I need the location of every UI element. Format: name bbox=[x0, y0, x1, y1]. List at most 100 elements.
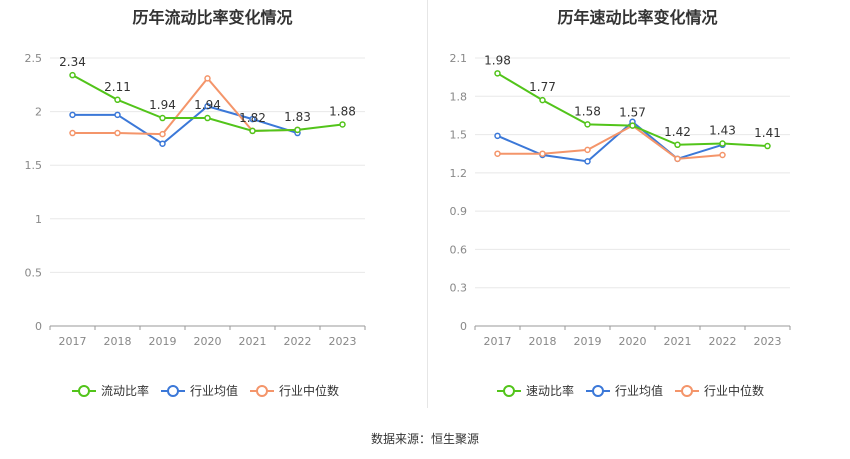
legend-marker bbox=[681, 385, 693, 397]
data-label: 1.42 bbox=[664, 125, 691, 139]
data-point bbox=[114, 111, 121, 119]
x-tick-label: 2020 bbox=[619, 335, 647, 348]
x-tick-label: 2018 bbox=[529, 335, 557, 348]
y-tick-label: 2.5 bbox=[25, 52, 43, 65]
legend-item[interactable]: 行业均值 bbox=[161, 383, 238, 398]
data-point bbox=[159, 114, 166, 122]
data-label: 1.77 bbox=[529, 80, 556, 94]
legend-item[interactable]: 速动比率 bbox=[497, 383, 574, 398]
data-label: 1.82 bbox=[239, 111, 266, 125]
legend-label: 行业中位数 bbox=[704, 383, 764, 398]
data-label: 1.83 bbox=[284, 110, 311, 124]
data-point bbox=[629, 122, 636, 129]
data-point bbox=[674, 141, 681, 149]
legend-label: 流动比率 bbox=[101, 383, 149, 398]
x-tick-label: 2017 bbox=[59, 335, 87, 348]
data-point bbox=[69, 129, 76, 137]
data-point bbox=[204, 102, 211, 110]
data-point bbox=[494, 70, 501, 77]
x-tick-label: 2018 bbox=[104, 335, 132, 348]
y-tick-label: 0.6 bbox=[450, 243, 468, 256]
legend-marker bbox=[78, 385, 90, 397]
data-point bbox=[494, 132, 501, 140]
x-tick-label: 2022 bbox=[709, 335, 737, 348]
data-label: 1.98 bbox=[484, 53, 511, 67]
series-line bbox=[497, 120, 723, 163]
x-tick-label: 2021 bbox=[664, 335, 692, 348]
data-label: 1.88 bbox=[329, 104, 356, 118]
data-point bbox=[584, 158, 591, 165]
y-tick-label: 1 bbox=[35, 213, 42, 226]
chart-title: 历年流动比率变化情况 bbox=[132, 8, 293, 27]
data-point bbox=[539, 96, 546, 104]
legend-marker bbox=[167, 385, 179, 397]
data-point bbox=[339, 121, 346, 128]
series-line bbox=[72, 105, 298, 145]
legend-label: 行业均值 bbox=[615, 383, 663, 398]
y-tick-label: 1.5 bbox=[450, 129, 468, 142]
data-point bbox=[204, 114, 211, 122]
x-tick-label: 2023 bbox=[329, 335, 357, 348]
data-label: 1.43 bbox=[709, 124, 736, 138]
y-tick-label: 2 bbox=[35, 106, 42, 119]
y-tick-label: 1.5 bbox=[25, 159, 43, 172]
data-point bbox=[294, 126, 301, 134]
data-label: 1.94 bbox=[149, 98, 176, 112]
data-label: 1.58 bbox=[574, 104, 601, 118]
quick-ratio-chart-panel: 历年速动比率变化情况 0 0.3 0.6 0.9 1.2 1.5 1.8 2.1 2017 201… bbox=[425, 0, 850, 410]
data-point bbox=[69, 71, 76, 79]
panel-divider bbox=[427, 0, 428, 408]
y-tick-label: 0 bbox=[35, 320, 42, 333]
data-point bbox=[204, 75, 211, 82]
legend-item[interactable]: 流动比率 bbox=[72, 383, 149, 398]
x-tick-label: 2019 bbox=[149, 335, 177, 348]
chart-title: 历年速动比率变化情况 bbox=[557, 8, 718, 27]
y-tick-label: 1.2 bbox=[450, 167, 468, 180]
data-point bbox=[249, 127, 256, 135]
data-point bbox=[719, 140, 726, 147]
data-point bbox=[159, 140, 166, 148]
data-point bbox=[494, 150, 501, 157]
y-tick-label: 0.3 bbox=[450, 282, 468, 295]
data-point bbox=[674, 155, 681, 163]
legend-item[interactable]: 行业中位数 bbox=[675, 383, 764, 398]
data-source-note: 数据来源：恒生聚源 bbox=[370, 432, 479, 446]
data-point bbox=[764, 142, 771, 150]
x-tick-label: 2020 bbox=[194, 335, 222, 348]
current-ratio-chart: 0 0.5 1 1.5 2 2.5 2017 2018 2019 2020 2021 2022 2023… bbox=[25, 52, 366, 398]
data-point bbox=[539, 150, 546, 157]
x-tick-label: 2021 bbox=[239, 335, 267, 348]
x-tick-label: 2023 bbox=[754, 335, 782, 348]
data-label: 2.11 bbox=[104, 80, 131, 94]
data-label: 2.34 bbox=[59, 55, 86, 69]
y-tick-label: 0.9 bbox=[450, 205, 468, 218]
y-tick-label: 0.5 bbox=[25, 266, 43, 279]
y-tick-label: 0 bbox=[460, 320, 467, 333]
data-point bbox=[584, 146, 591, 154]
y-tick-label: 2.1 bbox=[450, 52, 468, 65]
legend-item[interactable]: 行业均值 bbox=[586, 383, 663, 398]
data-point bbox=[69, 111, 76, 119]
current-ratio-chart-panel: 历年流动比率变化情况 0 0.5 1 1.5 2 2.5 2017 2018 2019 2020 2… bbox=[0, 0, 425, 410]
data-label: 1.41 bbox=[754, 126, 781, 140]
legend-marker bbox=[592, 385, 604, 397]
legend-marker bbox=[256, 385, 268, 397]
quick-ratio-chart: 0 0.3 0.6 0.9 1.2 1.5 1.8 2.1 2017 2018 2019 2020 20… bbox=[450, 52, 791, 398]
data-label: 1.94 bbox=[194, 98, 221, 112]
x-tick-label: 2017 bbox=[484, 335, 512, 348]
legend-label: 速动比率 bbox=[526, 383, 574, 398]
data-point bbox=[249, 115, 256, 123]
legend-label: 行业均值 bbox=[190, 383, 238, 398]
y-tick-label: 1.8 bbox=[450, 90, 468, 103]
x-tick-label: 2019 bbox=[574, 335, 602, 348]
legend-item[interactable]: 行业中位数 bbox=[250, 383, 339, 398]
legend-label: 行业中位数 bbox=[279, 383, 339, 398]
series-line bbox=[497, 124, 723, 160]
legend-marker bbox=[503, 385, 515, 397]
data-point bbox=[159, 130, 166, 138]
data-point bbox=[114, 96, 121, 104]
x-tick-label: 2022 bbox=[284, 335, 312, 348]
data-point bbox=[114, 129, 121, 137]
data-point bbox=[719, 151, 726, 159]
data-point bbox=[584, 121, 591, 128]
